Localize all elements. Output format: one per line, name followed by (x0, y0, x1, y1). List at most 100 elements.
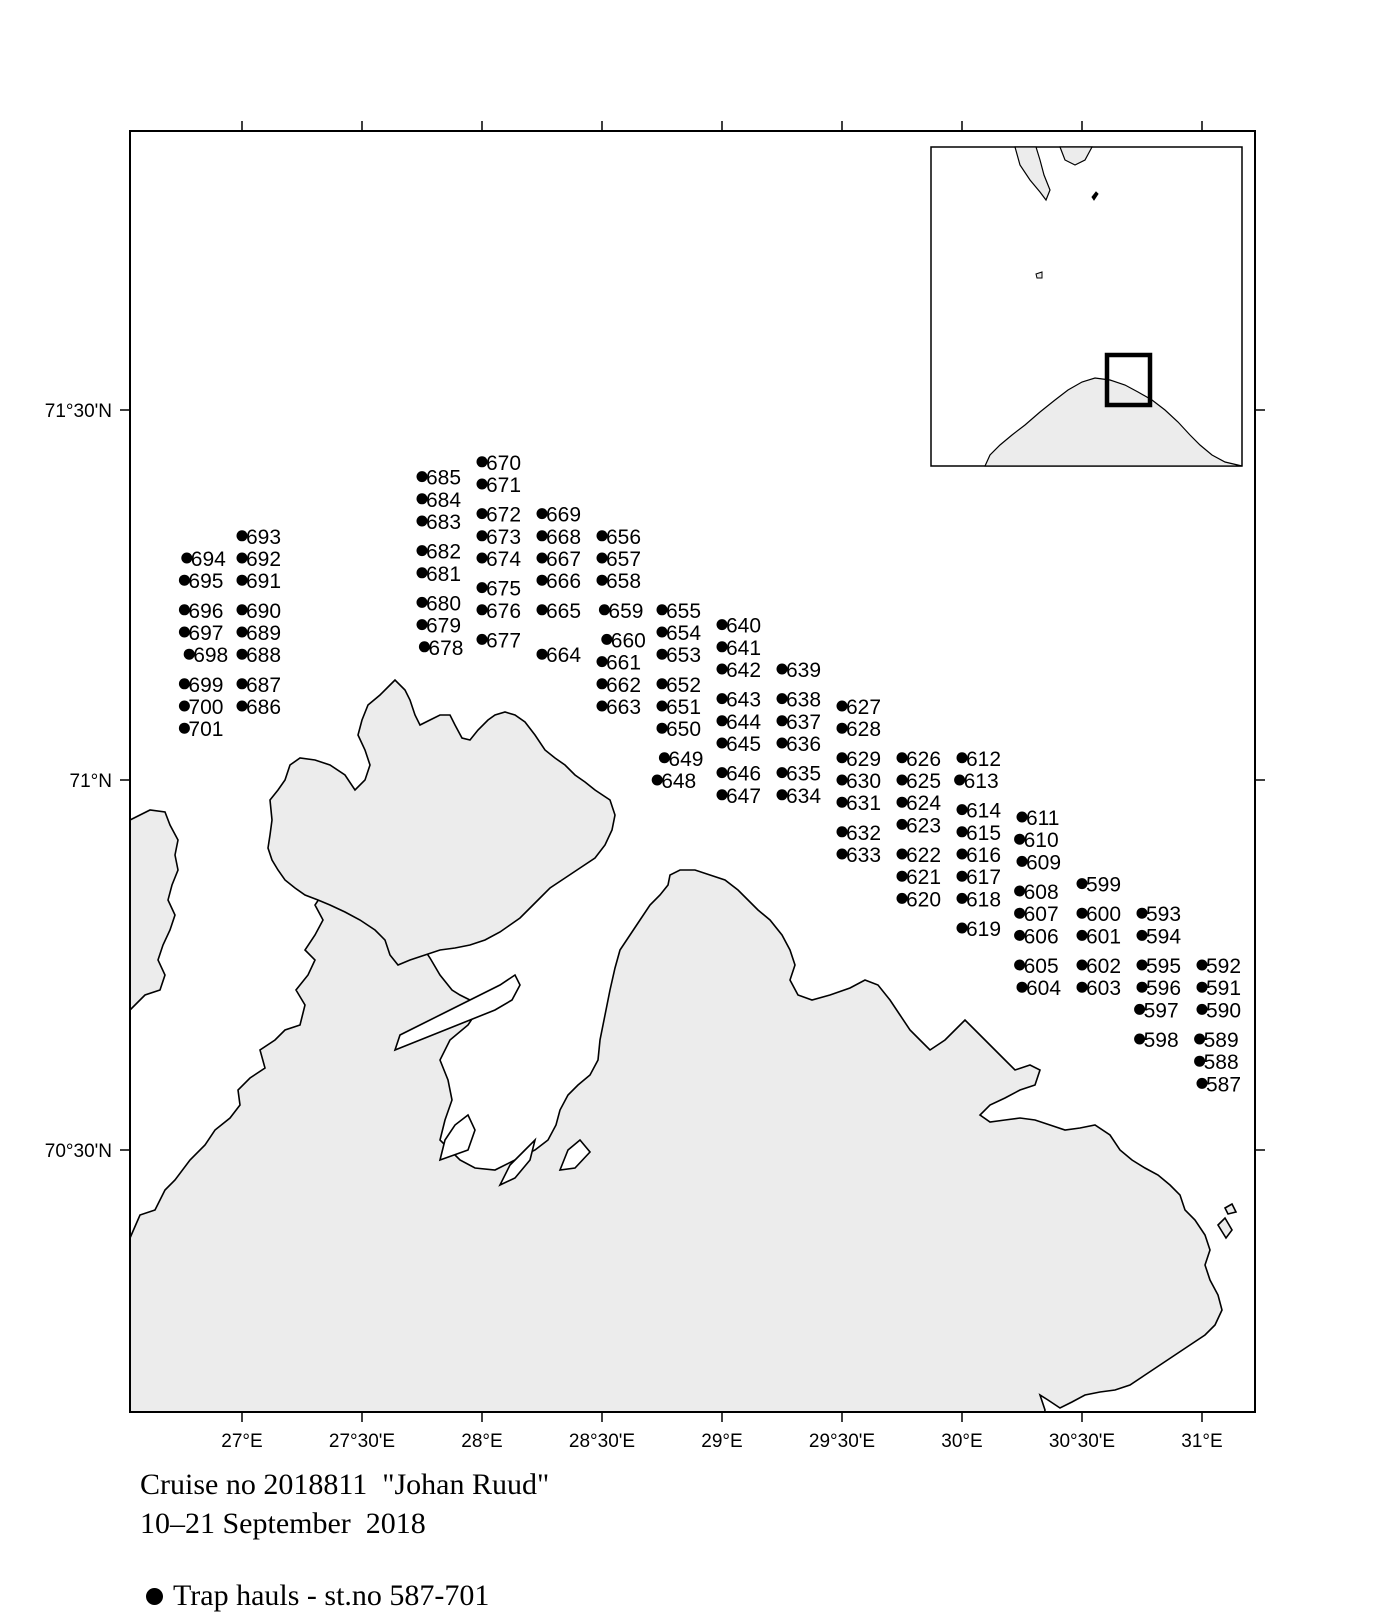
station-label: 662 (606, 674, 641, 697)
station-label: 696 (188, 600, 223, 623)
station-point (476, 478, 488, 490)
station-label: 623 (906, 814, 941, 837)
station-label: 590 (1206, 999, 1241, 1022)
station-point (956, 892, 968, 904)
inset-svalbard-shape (1014, 146, 1051, 202)
station-point (596, 574, 608, 586)
station-label: 602 (1086, 955, 1121, 978)
islet-1 (393, 973, 521, 1052)
station-point (416, 596, 428, 608)
station-point (596, 678, 608, 690)
station-label: 610 (1024, 829, 1059, 852)
station-label: 665 (546, 600, 581, 623)
station-label: 694 (191, 548, 226, 571)
station-point (1196, 981, 1208, 993)
station-label: 633 (846, 844, 881, 867)
station-point (716, 789, 728, 801)
station-point (236, 700, 248, 712)
legend-label: Trap hauls - st.no 587-701 (173, 1579, 490, 1612)
station-point (956, 804, 968, 816)
station-point (836, 722, 848, 734)
station-point (656, 648, 668, 660)
station-label: 659 (608, 600, 643, 623)
station-point (836, 848, 848, 860)
station-point (1136, 907, 1148, 919)
station-label: 667 (546, 548, 581, 571)
station-label: 674 (486, 548, 521, 571)
station-label: 621 (906, 866, 941, 889)
station-label: 690 (246, 600, 281, 623)
inset-map (930, 146, 1243, 467)
station-label: 671 (486, 474, 521, 497)
station-label: 622 (906, 844, 941, 867)
station-point (181, 552, 193, 564)
station-point (896, 796, 908, 808)
inset-focus-box (1104, 352, 1153, 408)
station-point (476, 508, 488, 520)
station-point (1134, 1003, 1146, 1015)
inset-hope-island-shape (1091, 191, 1099, 201)
station-point (1016, 811, 1028, 823)
station-point (1194, 1033, 1206, 1045)
station-point (716, 641, 728, 653)
station-point (776, 737, 788, 749)
station-point (1196, 1003, 1208, 1015)
station-point (536, 648, 548, 660)
station-point (716, 693, 728, 705)
x-tick-label: 29°E (701, 1431, 742, 1452)
station-label: 604 (1026, 977, 1061, 1000)
station-point (536, 604, 548, 616)
station-point (416, 493, 428, 505)
station-point (476, 633, 488, 645)
station-point (601, 633, 613, 645)
station-point (1076, 981, 1088, 993)
station-label: 618 (966, 888, 1001, 911)
station-label: 599 (1086, 874, 1121, 897)
station-label: 619 (966, 918, 1001, 941)
station-point (1076, 878, 1088, 890)
station-label: 613 (964, 770, 999, 793)
station-label: 657 (606, 548, 641, 571)
inset-bear-island-shape (1035, 271, 1043, 279)
station-label: 688 (246, 644, 281, 667)
station-point (956, 826, 968, 838)
station-label: 639 (786, 659, 821, 682)
station-label: 631 (846, 792, 881, 815)
station-label: 632 (846, 822, 881, 845)
station-label: 595 (1146, 955, 1181, 978)
station-point (1014, 885, 1026, 897)
station-point (596, 700, 608, 712)
station-label: 601 (1086, 925, 1121, 948)
station-point (416, 567, 428, 579)
islet-5 (1216, 1216, 1233, 1240)
station-label: 612 (966, 748, 1001, 771)
station-label: 672 (486, 504, 521, 527)
station-point (1076, 959, 1088, 971)
station-point (656, 678, 668, 690)
station-point (836, 752, 848, 764)
station-label: 603 (1086, 977, 1121, 1000)
station-label: 691 (246, 570, 281, 593)
station-label: 607 (1024, 903, 1059, 926)
headland-shape (267, 678, 616, 966)
station-point (776, 789, 788, 801)
station-label: 651 (666, 696, 701, 719)
station-point (1136, 959, 1148, 971)
station-label: 679 (426, 615, 461, 638)
station-point (596, 552, 608, 564)
islet-6 (1223, 1202, 1238, 1215)
station-point (836, 700, 848, 712)
station-point (236, 678, 248, 690)
station-label: 668 (546, 526, 581, 549)
station-point (476, 552, 488, 564)
station-point (956, 922, 968, 934)
station-point (236, 574, 248, 586)
station-label: 645 (726, 733, 761, 756)
station-label: 643 (726, 689, 761, 712)
y-tick-label: 71°30'N (45, 401, 112, 422)
station-label: 615 (966, 822, 1001, 845)
station-label: 640 (726, 615, 761, 638)
station-point (896, 818, 908, 830)
station-label: 660 (611, 629, 646, 652)
station-point (896, 774, 908, 786)
